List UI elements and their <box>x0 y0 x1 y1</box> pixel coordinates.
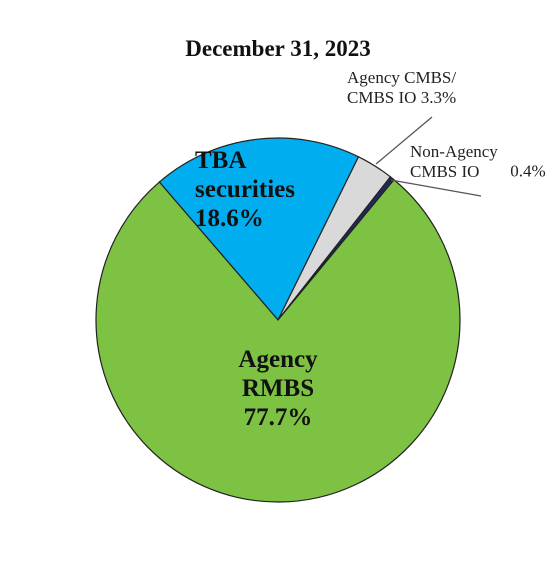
slice-name: Agency RMBS <box>238 346 318 402</box>
slice-label: TBA securities 18.6% <box>195 147 345 233</box>
slice-label: Agency CMBS/ CMBS IO 3.3% <box>347 68 459 107</box>
value-label: 18.6% <box>195 204 264 232</box>
chart-title: December 31, 2023 <box>185 36 371 61</box>
pie-slice <box>158 137 360 322</box>
slice-name: TBA securities <box>195 147 295 203</box>
pie-slice <box>95 178 461 503</box>
slice-label: Agency RMBS 77.7% <box>203 346 353 432</box>
leader-line <box>390 179 482 197</box>
value-label: 77.7% <box>243 403 313 431</box>
slice-name: Agency CMBS/ CMBS IO <box>347 68 457 107</box>
value-label: 3.3% <box>420 87 457 107</box>
slice-label: Non-Agency CMBS IO 0.4% <box>410 142 550 181</box>
slice-name: Non-Agency CMBS IO <box>410 142 498 181</box>
value-label: 0.4% <box>510 161 546 181</box>
leader-line <box>375 116 433 165</box>
